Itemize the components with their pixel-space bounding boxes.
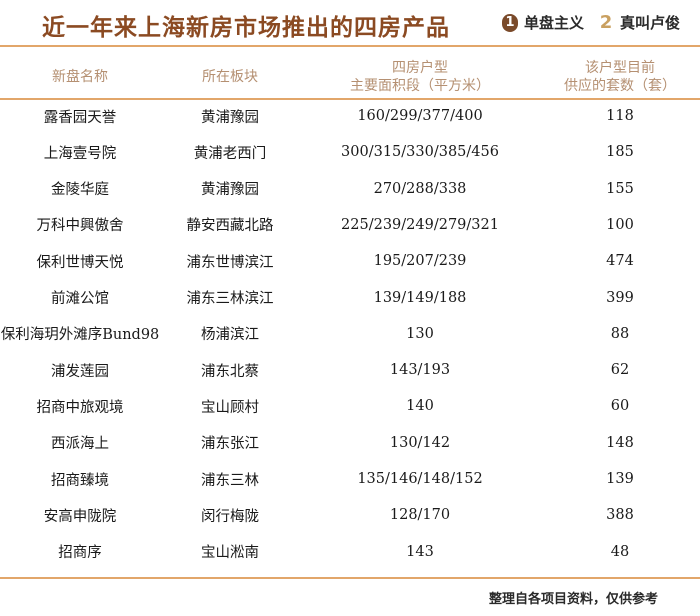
cell-supply: 399 [606, 289, 634, 306]
cell-size: 195/207/239 [373, 253, 467, 270]
cell-name: 保利世博天悦 [36, 254, 124, 271]
cell-area: 浦东三林滨江 [186, 291, 274, 307]
cell-name: 露香园天誉 [43, 109, 117, 126]
table-header: 新盘名称 所在板块 四房户型 主要面积段（平方米） 该户型目前 供应的套数（套） [0, 58, 700, 96]
cell-size: 135/146/148/152 [357, 471, 483, 487]
header-divider [0, 98, 700, 100]
cell-area: 静安西藏北路 [186, 218, 274, 235]
logo-badge-1: 1 [501, 13, 518, 32]
cell-supply: 60 [610, 398, 630, 415]
cell-name: 安高申陇院 [43, 508, 117, 525]
cell-name: 招商序 [58, 545, 102, 562]
header-name: 新盘名称 [52, 69, 108, 85]
cell-name: 万科中興傲舍 [36, 218, 124, 235]
logo-text-2: 真叫卢俊 [619, 14, 680, 32]
cell-area: 宝山淞南 [201, 545, 259, 562]
table-row: 西派海上 浦东张江 130/142 148 [0, 431, 700, 455]
cell-area: 浦东世博滨江 [186, 254, 274, 271]
table-row: 保利海玥外滩序Bund98 杨浦滨江 130 88 [0, 322, 700, 346]
table-row: 前滩公馆 浦东三林滨江 139/149/188 399 [0, 286, 700, 310]
header-size: 四房户型 主要面积段（平方米） [350, 60, 490, 94]
table-row: 浦发莲园 浦东北蔡 143/193 62 [0, 358, 700, 382]
cell-name: 金陵华庭 [51, 182, 109, 199]
cell-name: 前滩公馆 [51, 291, 109, 307]
table-row: 金陵华庭 黄浦豫园 270/288/338 155 [0, 177, 700, 201]
cell-size: 128/170 [389, 507, 451, 524]
cell-area: 浦东三林 [201, 472, 259, 489]
cell-size: 130/142 [389, 434, 451, 451]
cell-size: 225/239/249/279/321 [341, 216, 499, 233]
cell-size: 270/288/338 [373, 180, 467, 197]
cell-area: 宝山顾村 [201, 399, 259, 416]
cell-supply: 139 [606, 471, 634, 487]
table-row: 露香园天誉 黄浦豫园 160/299/377/400 118 [0, 104, 700, 128]
cell-name: 上海壹号院 [43, 145, 117, 162]
cell-supply: 100 [606, 216, 634, 233]
source-note: 整理自各项目资料，仅供参考 [488, 592, 658, 607]
cell-name: 招商中旅观境 [36, 399, 124, 416]
cell-supply: 148 [606, 434, 634, 451]
cell-name: 保利海玥外滩序Bund98 [0, 327, 160, 344]
cell-supply: 388 [606, 507, 634, 524]
bottom-divider [0, 577, 700, 579]
cell-area: 黄浦老西门 [193, 145, 267, 162]
cell-supply: 185 [606, 144, 634, 161]
table-row: 上海壹号院 黄浦老西门 300/315/330/385/456 185 [0, 140, 700, 164]
cell-area: 杨浦滨江 [201, 327, 259, 344]
cell-area: 黄浦豫园 [201, 109, 259, 126]
cell-name: 西派海上 [51, 436, 109, 453]
cell-area: 浦东张江 [201, 436, 259, 453]
cell-name: 浦发莲园 [51, 363, 109, 380]
table-row: 招商中旅观境 宝山顾村 140 60 [0, 394, 700, 418]
cell-supply: 62 [610, 362, 630, 379]
logo-badge-2: 2 [599, 11, 613, 33]
header-area: 所在板块 [202, 69, 258, 85]
table-row: 保利世博天悦 浦东世博滨江 195/207/239 474 [0, 249, 700, 273]
cell-size: 130 [406, 325, 434, 342]
table-row: 招商序 宝山淞南 143 48 [0, 540, 700, 564]
cell-size: 300/315/330/385/456 [341, 144, 499, 161]
cell-size: 160/299/377/400 [357, 108, 483, 124]
cell-area: 黄浦豫园 [201, 182, 259, 199]
cell-supply: 118 [606, 108, 634, 124]
header-supply: 该户型目前 供应的套数（套） [564, 60, 676, 94]
table-row: 万科中興傲舍 静安西藏北路 225/239/249/279/321 100 [0, 213, 700, 237]
cell-supply: 474 [606, 253, 634, 270]
cell-supply: 88 [610, 325, 630, 342]
cell-area: 浦东北蔡 [201, 363, 259, 380]
page-title: 近一年来上海新房市场推出的四房产品 [42, 14, 450, 41]
cell-size: 143/193 [389, 362, 451, 379]
logo-text-1: 单盘主义 [523, 14, 584, 32]
brand-logos: 1 单盘主义 2 真叫卢俊 [501, 11, 680, 33]
cell-supply: 48 [610, 543, 630, 560]
top-divider [0, 45, 700, 47]
table-row: 招商臻境 浦东三林 135/146/148/152 139 [0, 467, 700, 491]
cell-name: 招商臻境 [51, 472, 109, 489]
cell-size: 139/149/188 [373, 289, 467, 306]
cell-supply: 155 [606, 180, 634, 197]
table-row: 安高申陇院 闵行梅陇 128/170 388 [0, 503, 700, 527]
cell-size: 143 [406, 543, 434, 560]
cell-size: 140 [406, 398, 434, 415]
cell-area: 闵行梅陇 [201, 508, 259, 525]
